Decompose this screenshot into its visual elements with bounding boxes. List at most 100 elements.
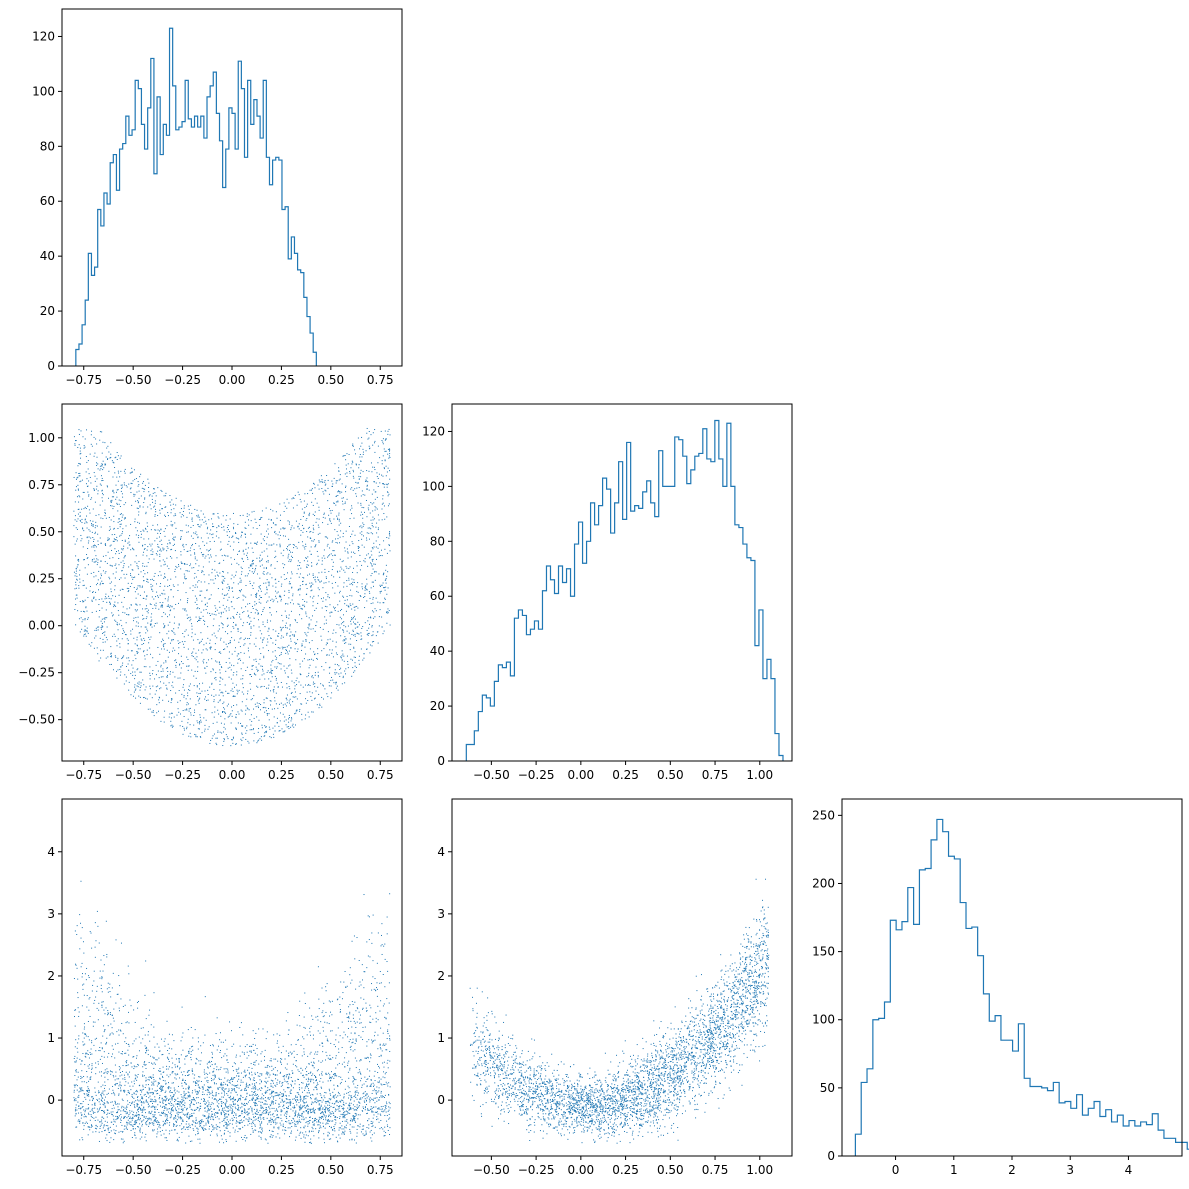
scatter-point xyxy=(277,601,279,603)
scatter-point xyxy=(109,578,111,580)
scatter-point xyxy=(260,686,262,688)
scatter-point xyxy=(261,1122,263,1124)
scatter-point xyxy=(130,673,132,675)
scatter-point xyxy=(337,604,339,606)
scatter-point xyxy=(259,588,261,590)
scatter-point xyxy=(190,714,192,716)
scatter-point xyxy=(87,564,89,566)
scatter-point xyxy=(136,645,138,647)
scatter-point xyxy=(235,1120,237,1122)
scatter-point xyxy=(312,482,314,484)
scatter-point xyxy=(326,654,328,656)
scatter-point xyxy=(344,486,346,488)
scatter-point xyxy=(343,1061,345,1063)
scatter-point xyxy=(109,526,111,528)
scatter-point xyxy=(231,706,233,708)
scatter-point xyxy=(160,550,162,552)
scatter-point xyxy=(359,532,361,534)
scatter-point xyxy=(146,608,148,610)
scatter-point xyxy=(341,657,343,659)
scatter-point xyxy=(195,616,197,618)
scatter-point xyxy=(150,1106,152,1108)
scatter-point xyxy=(368,617,370,619)
scatter-point xyxy=(86,557,88,559)
scatter-point xyxy=(180,551,182,553)
scatter-point xyxy=(137,500,139,502)
scatter-point xyxy=(365,1094,367,1096)
scatter-point xyxy=(260,1105,262,1107)
scatter-point xyxy=(250,1133,252,1135)
scatter-point xyxy=(335,687,337,689)
scatter-point xyxy=(360,997,362,999)
scatter-point xyxy=(339,536,341,538)
scatter-point xyxy=(185,544,187,546)
scatter-point xyxy=(237,553,239,555)
scatter-point xyxy=(231,637,233,639)
scatter-point xyxy=(225,734,227,736)
scatter-point xyxy=(263,573,265,575)
scatter-point xyxy=(280,637,282,639)
scatter-point xyxy=(242,1138,244,1140)
scatter-point xyxy=(354,618,356,620)
scatter-point xyxy=(230,690,232,692)
scatter-point xyxy=(261,1106,263,1108)
scatter-point xyxy=(184,609,186,611)
scatter-point xyxy=(248,614,250,616)
scatter-point xyxy=(351,513,353,515)
scatter-point xyxy=(200,617,202,619)
scatter-point xyxy=(314,683,316,685)
scatter-point xyxy=(201,570,203,572)
scatter-point xyxy=(94,637,96,639)
scatter-point xyxy=(174,660,176,662)
scatter-point xyxy=(143,1115,145,1117)
scatter-point xyxy=(360,1022,362,1024)
scatter-point xyxy=(356,1135,358,1137)
scatter-point xyxy=(119,513,121,515)
scatter-point xyxy=(147,708,149,710)
scatter-point xyxy=(234,1085,236,1087)
scatter-point xyxy=(317,576,319,578)
scatter-point xyxy=(166,557,168,559)
scatter-point xyxy=(189,565,191,567)
scatter-point xyxy=(118,472,120,474)
scatter-point xyxy=(214,605,216,607)
scatter-point xyxy=(297,568,299,570)
scatter-point xyxy=(128,544,130,546)
scatter-point xyxy=(175,497,177,499)
scatter-point xyxy=(217,516,219,518)
scatter-point xyxy=(252,664,254,666)
scatter-point xyxy=(385,582,387,584)
scatter-point xyxy=(169,671,171,673)
scatter-point xyxy=(334,554,336,556)
scatter-point xyxy=(74,543,76,545)
scatter-point xyxy=(301,541,303,543)
scatter-point xyxy=(134,609,136,611)
scatter-point xyxy=(378,555,380,557)
scatter-point xyxy=(213,699,215,701)
scatter-point xyxy=(98,598,100,600)
scatter-point xyxy=(77,564,79,566)
scatter-point xyxy=(259,648,261,650)
scatter-point xyxy=(268,713,270,715)
scatter-point xyxy=(385,578,387,580)
scatter-point xyxy=(95,555,97,557)
scatter-point xyxy=(241,701,243,703)
scatter-point xyxy=(289,635,291,637)
scatter-point xyxy=(229,714,231,716)
scatter-point xyxy=(331,485,333,487)
scatter-point xyxy=(374,469,376,471)
scatter-point xyxy=(119,523,121,525)
scatter-point xyxy=(324,557,326,559)
scatter-point xyxy=(143,597,145,599)
scatter-point xyxy=(230,713,232,715)
scatter-point xyxy=(222,678,224,680)
scatter-point xyxy=(91,990,93,992)
scatter-point xyxy=(183,505,185,507)
scatter-point xyxy=(342,614,344,616)
scatter-point xyxy=(366,488,368,490)
scatter-point xyxy=(379,482,381,484)
scatter-point xyxy=(324,605,326,607)
scatter-point xyxy=(200,510,202,512)
scatter-point xyxy=(357,633,359,635)
scatter-point xyxy=(150,616,152,618)
